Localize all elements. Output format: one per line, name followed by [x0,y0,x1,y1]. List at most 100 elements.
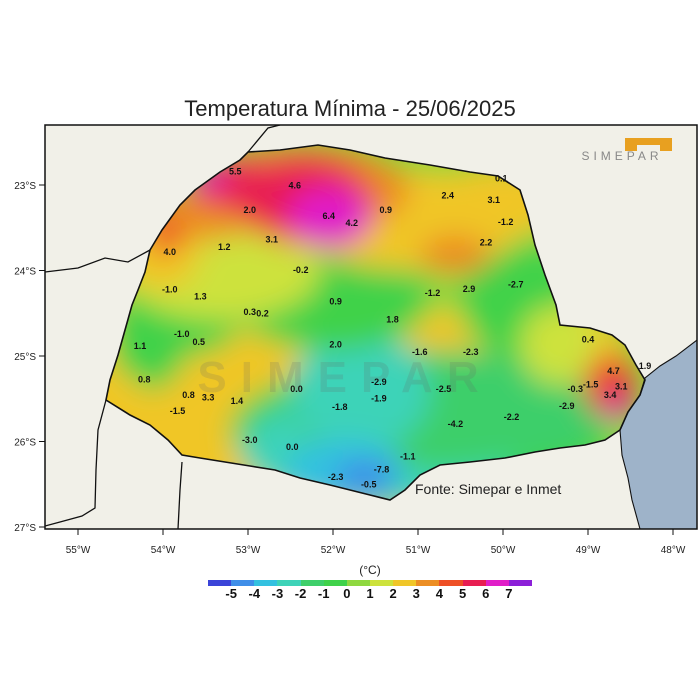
station-label: 4.2 [345,218,358,228]
station-label: 0.8 [182,390,195,400]
station-label: 3.1 [615,381,628,391]
state-outline [105,144,646,501]
scale-tick-label: 7 [505,586,513,601]
lon-tick-label: 50°W [491,545,516,556]
colorbar-bin [208,580,232,586]
station-label: 0.3 [243,307,256,317]
colorbar-bin [439,580,463,586]
station-labels: 5.5 4.6 2.0 6.4 4.2 0.9 0.1 2.4 3.1 -1.2 3.1 1.2 4.0… [134,167,652,490]
station-label: 1.3 [194,292,207,302]
temperature-blob [420,235,490,275]
station-label: 2.2 [480,238,493,248]
scale-tick-label: -2 [294,586,307,601]
scale-tick-label: 1 [366,586,374,601]
colorbar-bin [300,580,324,586]
station-label: 2.4 [442,191,455,201]
station-label: -2.3 [328,472,344,482]
station-label: -2.9 [559,401,575,411]
station-label: -4.2 [448,419,464,429]
lon-tick-label: 54°W [151,545,176,556]
map-title: Temperatura Mínima - 25/06/2025 [184,96,516,121]
lat-tick-label: 25°S [14,352,36,363]
station-label: 6.4 [323,211,336,221]
station-label: 1.1 [134,341,147,351]
lon-axis: 55°W 54°W 53°W 52°W 51°W 50°W 49°W 48°W [66,529,686,556]
station-label: 0.5 [192,337,205,347]
colorbar-bin [416,580,440,586]
colorbar-bin [323,580,347,586]
station-label: 3.4 [604,390,617,400]
station-label: 0.8 [138,375,151,385]
colorbar-bin [231,580,255,586]
simepar-logo: SIMEPAR [581,138,672,163]
border-line-north [45,249,151,273]
station-label: 3.1 [266,234,279,244]
lon-tick-label: 55°W [66,545,91,556]
scale-tick-label: -1 [317,586,330,601]
station-label: -1.2 [425,288,441,298]
lon-tick-label: 48°W [661,545,686,556]
station-label: 3.3 [202,393,215,403]
station-label: 0.0 [290,384,303,394]
scale-tick-label: 0 [343,586,351,601]
station-label: 1.8 [386,315,399,325]
scale-tick-label: -3 [271,586,284,601]
station-label: 0.9 [329,297,342,307]
station-label: 4.6 [288,180,301,190]
station-label: -1.5 [170,406,186,416]
temperature-blob [288,188,372,248]
scale-ticks: -5 -4 -3 -2 -1 0 1 2 3 4 5 6 7 [208,586,532,604]
lon-tick-label: 53°W [236,545,261,556]
station-label: -0.5 [361,480,377,490]
station-label: -1.5 [583,380,599,390]
scale-tick-label: 3 [412,586,420,601]
watermark-text: SIMEPAR [197,353,492,402]
temperature-blob [430,360,610,460]
border-line-west [45,399,107,527]
station-label: 2.0 [329,339,342,349]
ocean [620,340,697,529]
scale-tick-label: 2 [389,586,397,601]
temperature-blob [608,398,628,422]
colorbar-bin [508,580,532,586]
station-label: 1.4 [231,396,244,406]
station-label: -1.2 [498,217,514,227]
station-label: -2.9 [371,377,387,387]
station-label: -0.2 [293,265,309,275]
colorbar-bin [462,580,486,586]
logo-text: SIMEPAR [581,149,662,163]
temperature-blob [335,460,395,496]
station-label: -1.8 [332,402,348,412]
station-label: 5.5 [229,167,242,177]
station-label: 0.4 [582,334,595,344]
source-text: Fonte: Simepar e Inmet [415,481,561,497]
station-label: -1.0 [174,329,190,339]
lon-tick-label: 51°W [406,545,431,556]
colorbar-bin [393,580,417,586]
station-label: -1.6 [412,347,428,357]
station-label: 1.9 [639,361,652,371]
colorbar-bin [369,580,394,586]
station-label: 0.1 [495,174,508,184]
station-label: 1.2 [218,242,231,252]
scale-tick-label: 6 [482,586,490,601]
station-label: -1.1 [400,452,416,462]
lat-tick-label: 27°S [14,523,36,534]
lat-axis: 23°S 24°S 25°S 26°S 27°S [14,181,45,534]
colorbar [208,580,532,586]
watermark: SIMEPAR [197,353,492,402]
station-label: -2.5 [436,384,452,394]
colorbar-bin [277,580,301,586]
colorbar-bin [346,580,370,586]
station-label: -1.9 [371,393,387,403]
border-line-sp [247,125,281,153]
temperature-blob [290,330,430,450]
lon-tick-label: 52°W [321,545,346,556]
lon-tick-label: 49°W [576,545,601,556]
station-label: -0.3 [568,384,584,394]
station-label: -7.8 [374,464,390,474]
logo-mark [625,138,672,151]
station-label: -3.0 [242,435,258,445]
lat-tick-label: 23°S [14,181,36,192]
